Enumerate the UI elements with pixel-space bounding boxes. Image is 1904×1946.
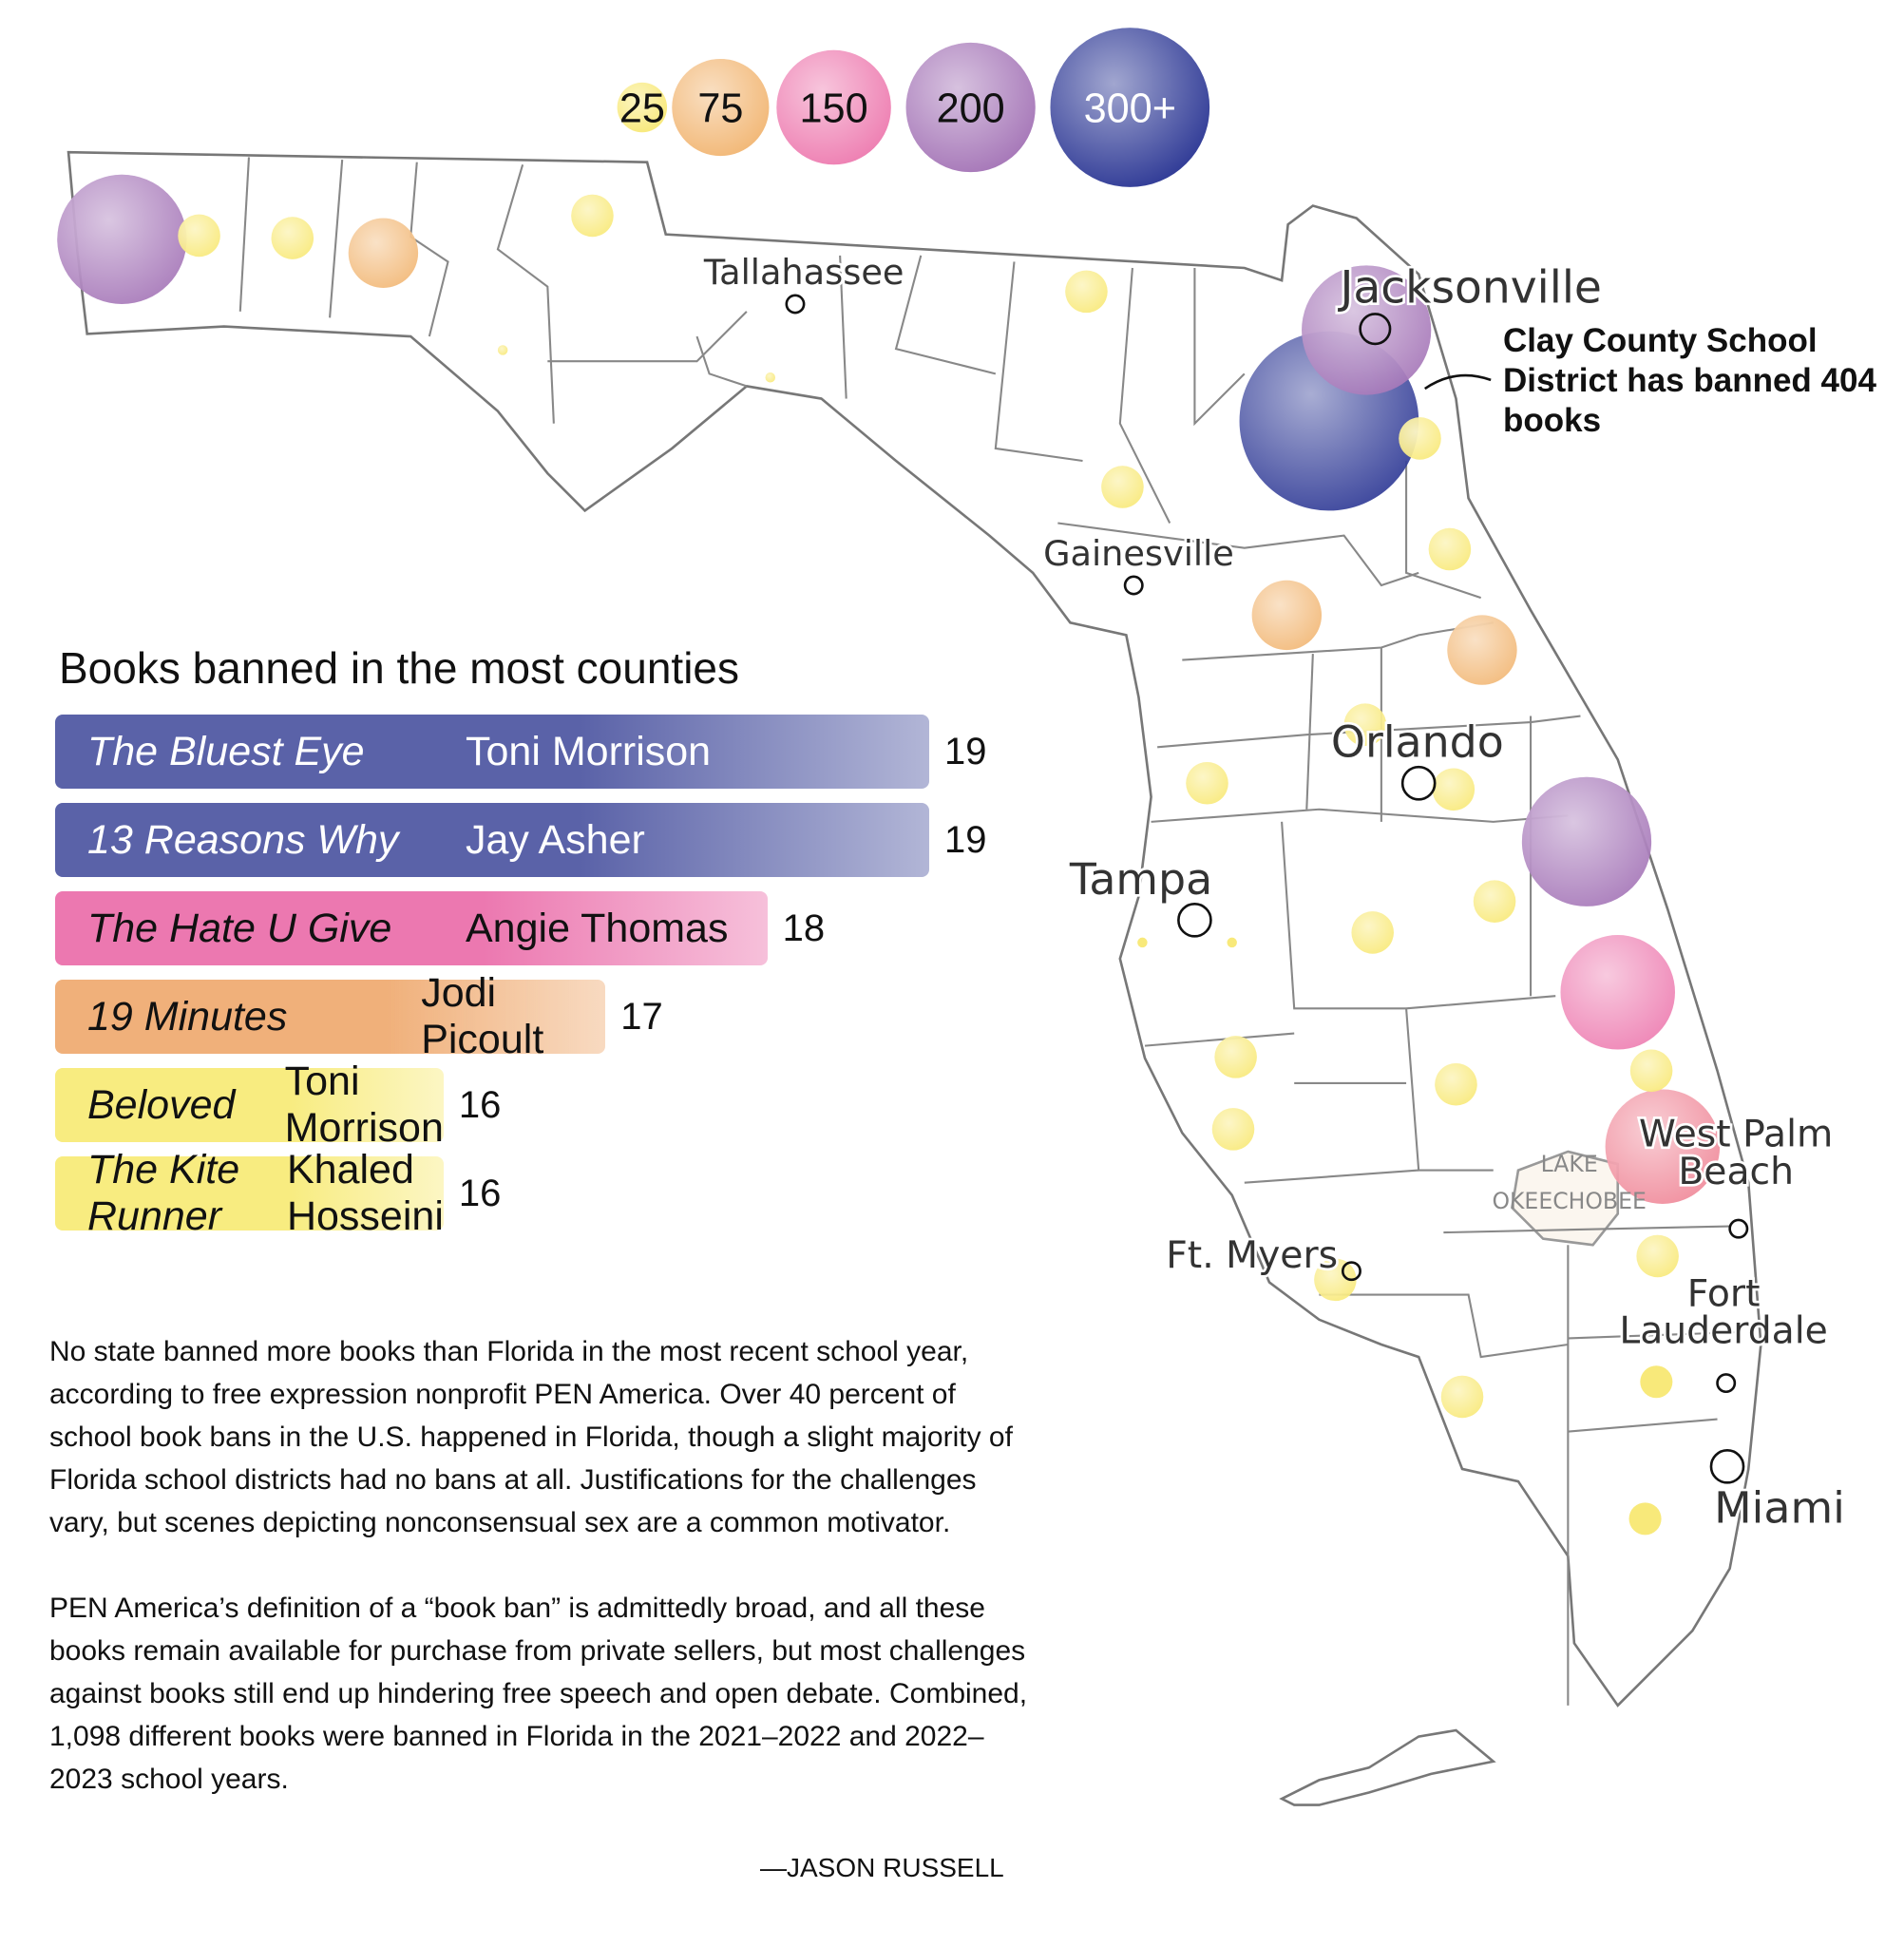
bar-value: 16 <box>458 1172 502 1214</box>
city-marker <box>785 294 806 315</box>
city-label: Fort Lauderdale <box>1619 1272 1828 1352</box>
chart-title: Books banned in the most counties <box>59 643 740 693</box>
county-bubble <box>1227 937 1237 948</box>
city-marker <box>1400 765 1437 801</box>
bar: The Kite Runner Khaled Hosseini 16 <box>55 1147 501 1239</box>
byline: —JASON RUSSELL <box>760 1853 1004 1882</box>
city-marker <box>1709 1449 1745 1484</box>
bar-value: 19 <box>944 818 987 861</box>
book-author: Angie Thomas <box>466 905 729 951</box>
city-marker <box>1728 1218 1749 1239</box>
county-bubble <box>1640 1365 1673 1399</box>
state-outline <box>67 150 1762 1806</box>
legend-label: 300+ <box>1084 86 1176 132</box>
bar: The Hate U Give Angie Thomas 18 <box>55 891 825 965</box>
legend-label: 25 <box>619 86 665 132</box>
city-label: Gainesville <box>1043 533 1234 574</box>
book-title: The Kite Runner <box>87 1147 240 1239</box>
city-label: West Palm Beach <box>1639 1114 1833 1193</box>
lake-label: OKEECHOBEE <box>1492 1188 1646 1214</box>
annotation-leader <box>1423 373 1492 391</box>
paragraph: PEN America’s definition of a “book ban”… <box>49 1593 1028 1795</box>
book-title: Beloved <box>87 1081 236 1128</box>
city-label: Tampa <box>1069 853 1212 905</box>
bar: 19 Minutes Jodi Picoult 17 <box>55 970 663 1062</box>
city-label: Tallahassee <box>703 252 904 293</box>
city-label: Miami <box>1714 1481 1845 1533</box>
book-author: Jay Asher <box>466 816 645 863</box>
city-marker <box>1716 1373 1737 1394</box>
book-title: The Bluest Eye <box>87 728 365 774</box>
book-title: The Hate U Give <box>87 905 392 951</box>
legend-label: 75 <box>697 86 743 132</box>
bar-value: 16 <box>458 1083 502 1126</box>
city-label: Jacksonville <box>1337 262 1601 315</box>
bar-value: 19 <box>944 730 987 773</box>
bar-value: 17 <box>620 995 663 1038</box>
bar: Beloved Toni Morrison 16 <box>55 1059 501 1151</box>
city-label: Ft. Myers <box>1166 1234 1338 1277</box>
book-author: Jodi Picoult <box>421 970 544 1062</box>
city-marker <box>1177 902 1212 938</box>
book-author: Toni Morrison <box>284 1059 444 1151</box>
legend-label: 200 <box>937 86 1005 132</box>
bar-value: 18 <box>782 906 826 949</box>
county-bubble <box>1628 1502 1662 1536</box>
city-marker <box>1123 575 1144 596</box>
county-bubble <box>1137 937 1148 948</box>
bar: 13 Reasons Why Jay Asher 19 <box>55 803 987 877</box>
bar: The Bluest Eye Toni Morrison 19 <box>55 715 987 789</box>
clay-county-annotation: Clay County School District has banned 4… <box>1503 322 1876 439</box>
county-lines <box>238 157 1742 1706</box>
lake-label: LAKE <box>1541 1151 1598 1177</box>
legend-label: 150 <box>800 86 868 132</box>
body-text: No state banned more books than Florida … <box>49 1330 1028 1843</box>
book-author: Toni Morrison <box>466 728 712 774</box>
city-marker <box>1359 313 1392 346</box>
city-marker <box>1341 1261 1361 1282</box>
paragraph: No state banned more books than Florida … <box>49 1336 1013 1538</box>
book-title: 19 Minutes <box>87 993 288 1040</box>
city-label: Orlando <box>1331 716 1504 768</box>
book-title: 13 Reasons Why <box>87 816 399 863</box>
book-author: Khaled Hosseini <box>286 1147 444 1239</box>
